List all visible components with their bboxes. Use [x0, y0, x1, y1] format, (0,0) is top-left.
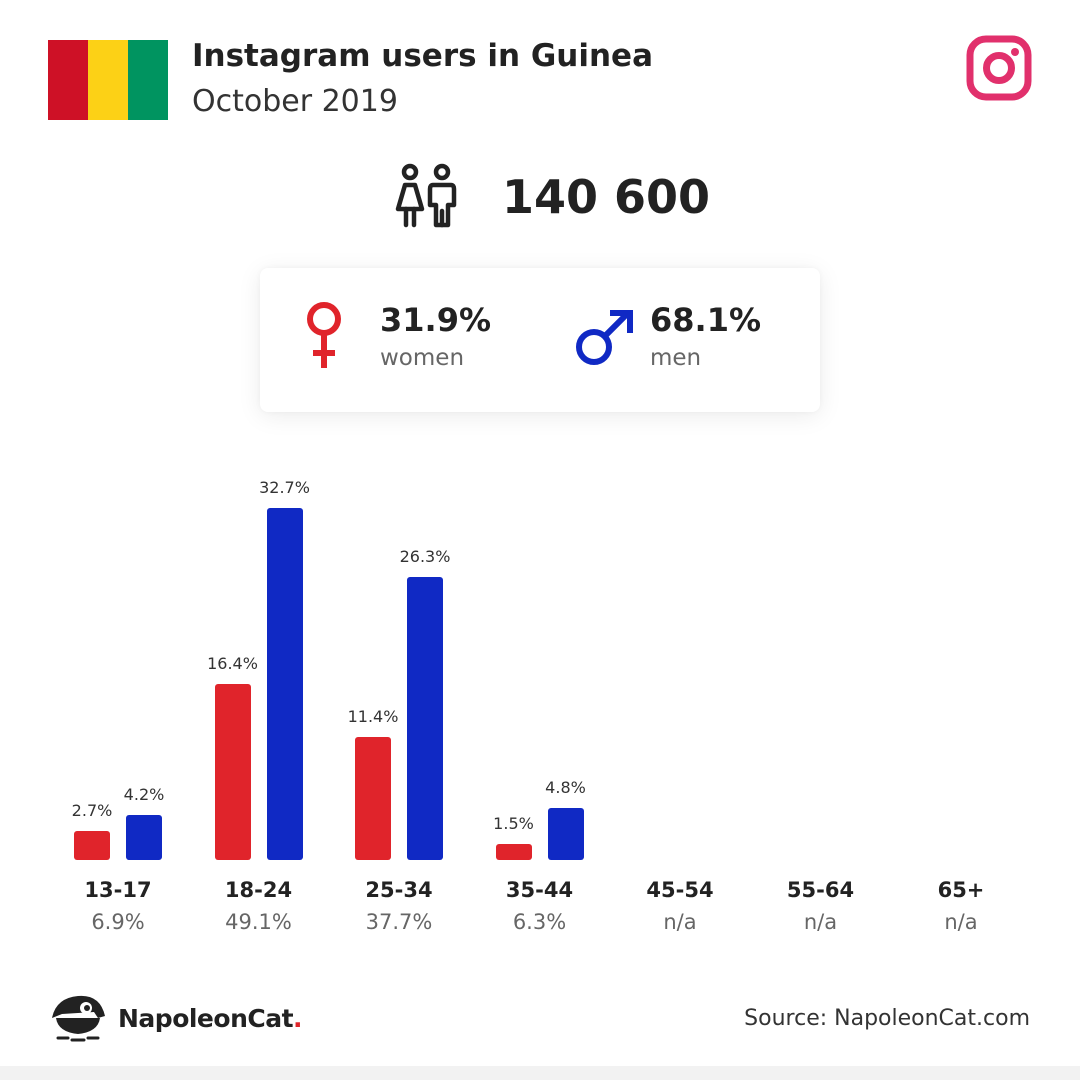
bar-label-men-25-34: 26.3%	[399, 547, 451, 567]
page-subtitle: October 2019	[192, 84, 398, 119]
flag-stripe-red	[48, 40, 88, 120]
logo-dot: .	[293, 1003, 303, 1033]
men-label: men	[650, 345, 702, 371]
age-group-label-18-24: 18-24	[224, 878, 293, 902]
female-symbol-icon	[307, 302, 341, 368]
bar-women-18-24	[214, 683, 251, 860]
age-group-total-18-24: 49.1%	[225, 910, 292, 934]
age-group-total-25-34: 37.7%	[365, 910, 433, 934]
bar-label-men-18-24: 32.7%	[259, 478, 310, 498]
age-group-label-45-54: 45-54	[646, 878, 714, 902]
bar-men-18-24	[266, 508, 303, 860]
age-group-total-35-44: 6.3%	[512, 910, 567, 934]
bar-label-women-18-24: 16.4%	[207, 653, 258, 673]
age-distribution-chart: 2.7% 4.2% 13-17 6.9% 16.4% 32.7% 18-24 49.1% 11.…	[0, 460, 1080, 940]
bar-label-men-13-17: 4.2%	[123, 784, 165, 804]
flag-stripe-green	[128, 40, 168, 120]
age-group-label-13-17: 13-17	[84, 878, 152, 902]
age-group-label-65+: 65+	[937, 878, 985, 902]
gender-split-card: 31.9% women 68.1% men	[260, 268, 820, 412]
age-group-total-55-64: n/a	[803, 910, 838, 934]
bar-label-women-35-44: 1.5%	[493, 813, 534, 833]
bar-women-13-17	[74, 830, 110, 860]
page-title: Instagram users in Guinea	[192, 38, 654, 74]
women-label: women	[380, 345, 465, 371]
men-percentage: 68.1%	[650, 301, 762, 339]
age-group-label-55-64: 55-64	[786, 878, 855, 902]
people-icon	[395, 163, 457, 228]
total-users-value: 140 600	[502, 170, 711, 224]
logo-wordmark: NapoleonCat.	[118, 1003, 303, 1033]
logo-name: NapoleonCat	[118, 1003, 294, 1033]
bar-men-13-17	[126, 814, 162, 860]
bar-men-35-44	[547, 808, 584, 860]
bar-label-men-35-44: 4.8%	[545, 778, 586, 798]
total-users: 140 600	[390, 160, 710, 234]
women-percentage: 31.9%	[380, 301, 492, 339]
women-share: 31.9% women	[304, 300, 491, 376]
age-group-label-35-44: 35-44	[505, 878, 574, 902]
napoleoncat-logo: NapoleonCat.	[48, 990, 303, 1046]
age-group-label-25-34: 25-34	[365, 878, 433, 902]
male-symbol-icon	[576, 310, 633, 365]
age-group-total-65+: n/a	[944, 910, 978, 934]
bar-label-women-25-34: 11.4%	[347, 707, 399, 727]
flag-stripe-yellow	[88, 40, 128, 120]
men-share: 68.1% men	[574, 300, 761, 376]
source-note: Source: NapoleonCat.com	[744, 1006, 1030, 1031]
bar-women-35-44	[495, 843, 532, 860]
instagram-icon	[966, 35, 1032, 101]
guinea-flag	[48, 40, 168, 120]
bar-men-25-34	[407, 577, 443, 860]
napoleoncat-mascot-icon	[52, 995, 105, 1042]
bottom-strip	[0, 1066, 1080, 1080]
bar-women-25-34	[355, 737, 391, 860]
age-group-total-45-54: n/a	[663, 910, 697, 934]
age-group-total-13-17: 6.9%	[91, 910, 145, 934]
bar-label-women-13-17: 2.7%	[71, 800, 113, 820]
